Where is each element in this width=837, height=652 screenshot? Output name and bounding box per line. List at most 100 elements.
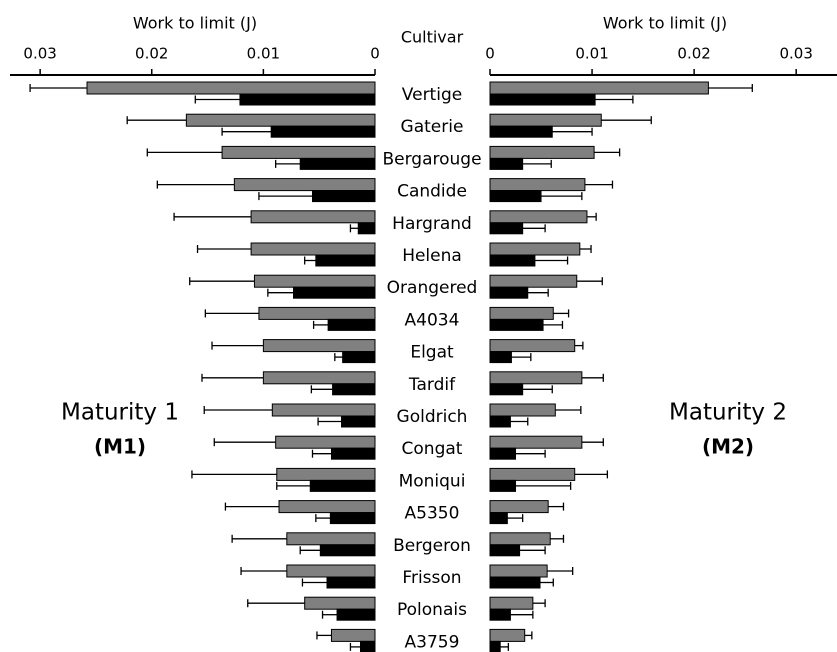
category-label: Tardif: [408, 375, 456, 395]
bar: [341, 415, 376, 428]
bar: [489, 564, 548, 578]
bar: [489, 608, 511, 621]
x-tick-label: 0.02: [677, 45, 710, 63]
bar: [286, 564, 376, 578]
bar: [489, 500, 549, 514]
category-label: Bergarouge: [382, 149, 481, 169]
x-tick-label: 0.01: [575, 45, 608, 63]
panel-label: Maturity 2: [669, 400, 787, 426]
category-label: Helena: [402, 246, 462, 266]
bar: [185, 113, 376, 127]
bar: [489, 145, 595, 159]
bar: [329, 512, 376, 525]
bar: [286, 532, 376, 546]
category-label: Orangered: [387, 278, 478, 298]
x-tick-label: 0.02: [135, 45, 168, 63]
category-label: A5350: [405, 504, 460, 524]
category-label: Hargrand: [392, 214, 472, 234]
bar: [489, 274, 578, 288]
category-label: Frisson: [402, 568, 461, 588]
category-label: Candide: [397, 182, 467, 202]
bar: [342, 351, 376, 364]
bar: [276, 467, 376, 481]
bar: [330, 628, 376, 642]
category-axis-label: Cultivar: [401, 28, 464, 47]
bar: [489, 190, 542, 203]
bar: [489, 403, 556, 417]
bar: [489, 576, 541, 589]
bar: [489, 512, 508, 525]
bar: [250, 210, 376, 224]
panel-code: (M1): [94, 435, 146, 459]
x-tick-label: 0: [485, 45, 495, 63]
bar: [489, 640, 501, 652]
bar: [330, 447, 376, 460]
category-label: Congat: [402, 439, 463, 459]
bar: [221, 145, 376, 159]
x-tick-label: 0.03: [23, 45, 56, 63]
bar: [489, 544, 521, 557]
bar: [258, 306, 376, 320]
bar: [315, 254, 376, 267]
bar: [332, 383, 376, 396]
bar: [489, 242, 581, 256]
bar: [86, 81, 376, 95]
bar: [489, 222, 524, 235]
bar: [489, 339, 576, 353]
bar: [239, 93, 376, 106]
bar: [359, 640, 376, 652]
bar: [489, 383, 524, 396]
category-label: Gaterie: [401, 117, 464, 137]
bar: [489, 532, 551, 546]
bar: [271, 403, 376, 417]
bar: [262, 371, 376, 385]
category-label: Vertige: [402, 85, 462, 105]
bar: [309, 479, 376, 492]
x-tick-label: 0: [370, 45, 380, 63]
panel-code: (M2): [702, 435, 754, 459]
category-label: Goldrich: [397, 407, 468, 427]
category-label: Polonais: [397, 600, 467, 620]
bar: [489, 318, 544, 331]
bar: [336, 608, 376, 621]
bar: [262, 339, 376, 353]
bar: [489, 447, 517, 460]
bar: [489, 93, 596, 106]
bar: [489, 628, 526, 642]
bar: [489, 596, 534, 610]
bar: [299, 157, 376, 170]
bar: [489, 254, 536, 267]
bar: [489, 435, 583, 449]
bar: [326, 576, 376, 589]
bar: [304, 596, 376, 610]
x-axis-label: Work to limit (J): [603, 14, 727, 33]
x-tick-label: 0.01: [247, 45, 280, 63]
bar: [250, 242, 376, 256]
bar: [319, 544, 376, 557]
bar: [489, 306, 554, 320]
bar: [489, 157, 524, 170]
bar: [489, 286, 529, 299]
category-label: A4034: [405, 310, 460, 330]
category-label: Elgat: [410, 343, 454, 363]
bar: [489, 125, 553, 138]
bar: [489, 81, 709, 95]
bar: [489, 371, 583, 385]
panel-label: Maturity 1: [61, 400, 179, 426]
category-label: A3759: [405, 632, 460, 652]
category-label: Moniqui: [399, 471, 466, 491]
x-tick-label: 0.03: [779, 45, 812, 63]
bar: [489, 178, 586, 192]
bar: [327, 318, 376, 331]
bar: [357, 222, 376, 235]
bar: [489, 351, 512, 364]
bar: [278, 500, 376, 514]
bar: [489, 479, 517, 492]
bar: [489, 467, 576, 481]
bar: [270, 125, 376, 138]
bar: [489, 415, 511, 428]
bar: [489, 210, 588, 224]
bar: [275, 435, 376, 449]
bar: [253, 274, 376, 288]
